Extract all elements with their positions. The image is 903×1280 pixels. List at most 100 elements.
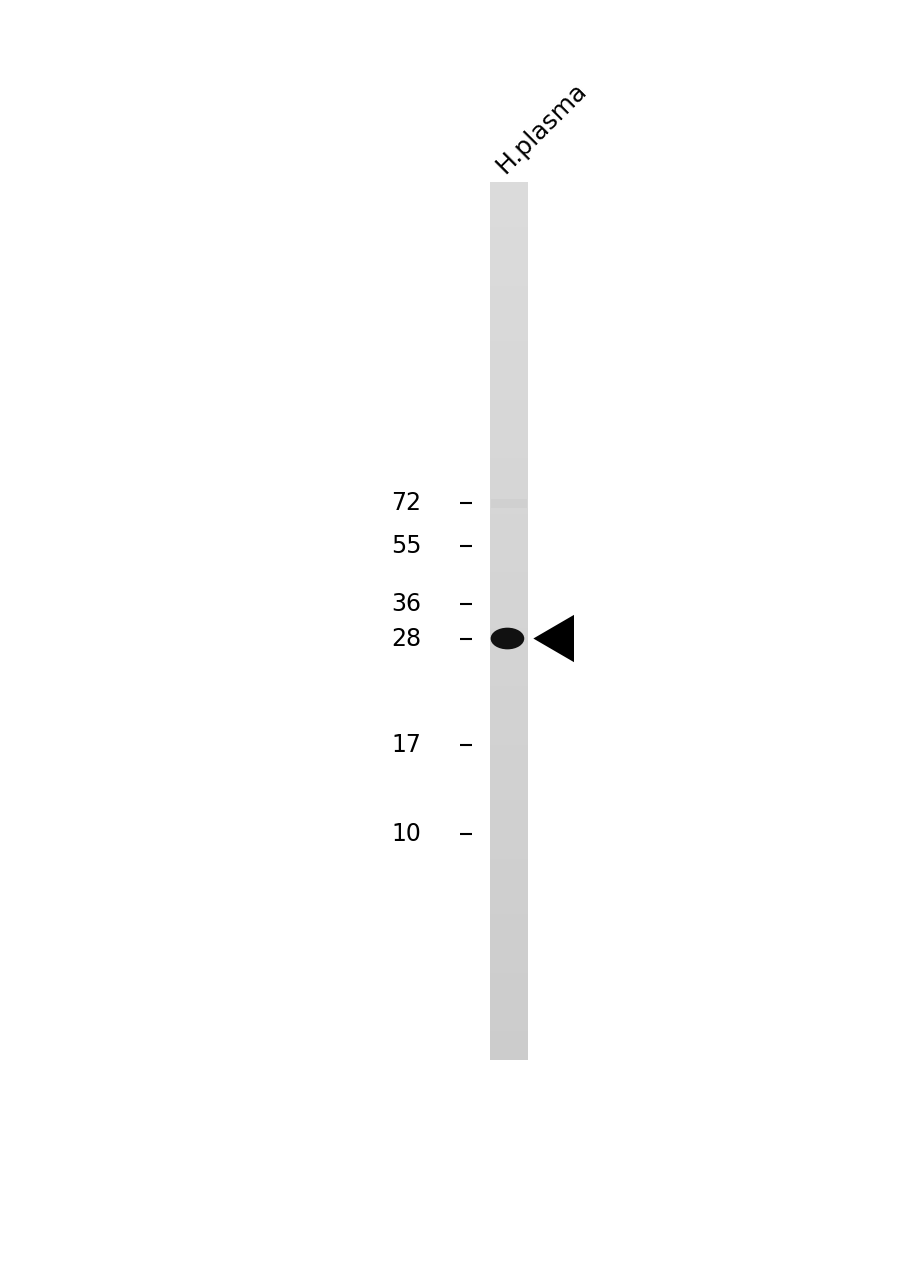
Bar	[489, 913, 527, 916]
Bar	[489, 755, 527, 759]
Bar	[489, 211, 527, 215]
Text: 72: 72	[391, 492, 421, 516]
Bar	[489, 571, 527, 575]
Bar	[489, 983, 527, 987]
Bar	[489, 987, 527, 991]
Bar	[489, 694, 527, 698]
Bar	[489, 411, 527, 415]
Bar	[489, 454, 527, 458]
Bar	[489, 972, 527, 975]
Bar	[489, 966, 527, 970]
Polygon shape	[533, 614, 573, 662]
Bar	[489, 609, 527, 613]
Bar	[489, 282, 527, 285]
Bar	[489, 881, 527, 884]
Bar	[489, 352, 527, 356]
Bar	[489, 252, 527, 256]
Bar	[489, 323, 527, 326]
Bar	[489, 218, 527, 221]
Bar	[489, 819, 527, 823]
Bar	[489, 372, 527, 376]
Bar	[489, 872, 527, 876]
Bar	[489, 1044, 527, 1048]
Bar	[489, 901, 527, 905]
Bar	[489, 925, 527, 929]
Bar	[489, 500, 527, 504]
Bar	[489, 946, 527, 950]
Bar	[489, 366, 527, 370]
Bar	[489, 530, 527, 534]
Bar	[489, 261, 527, 265]
Bar	[489, 498, 527, 502]
Bar	[489, 413, 527, 417]
Bar	[489, 598, 527, 602]
Bar	[489, 810, 527, 815]
Bar	[489, 776, 527, 780]
Bar	[489, 404, 527, 408]
Bar	[489, 475, 527, 479]
Bar	[489, 799, 527, 803]
Bar	[489, 741, 527, 745]
Bar	[489, 273, 527, 276]
Bar	[489, 471, 527, 476]
Bar	[489, 603, 527, 607]
Bar	[489, 673, 527, 677]
Bar	[489, 980, 527, 984]
Bar	[489, 559, 527, 563]
Bar	[489, 1047, 527, 1052]
Bar	[489, 612, 527, 616]
Bar	[489, 659, 527, 663]
Bar	[490, 498, 526, 508]
Bar	[489, 864, 527, 868]
Bar	[489, 808, 527, 812]
Bar	[489, 855, 527, 859]
Bar	[489, 443, 527, 447]
Bar	[489, 586, 527, 590]
Bar	[489, 430, 527, 435]
Bar	[489, 197, 527, 201]
Bar	[489, 329, 527, 333]
Bar	[489, 407, 527, 411]
Bar	[489, 293, 527, 297]
Bar	[489, 1007, 527, 1011]
Bar	[489, 705, 527, 709]
Bar	[489, 268, 527, 271]
Bar	[489, 349, 527, 353]
Bar	[489, 241, 527, 244]
Bar	[489, 851, 527, 855]
Bar	[489, 700, 527, 704]
Bar	[489, 573, 527, 577]
Bar	[489, 648, 527, 652]
Bar	[489, 794, 527, 797]
Bar	[489, 247, 527, 251]
Bar	[489, 931, 527, 934]
Bar	[489, 1042, 527, 1046]
Bar	[489, 279, 527, 283]
Bar	[489, 402, 527, 406]
Bar	[489, 200, 527, 204]
Bar	[489, 905, 527, 909]
Bar	[489, 477, 527, 481]
Bar	[489, 951, 527, 955]
Bar	[489, 288, 527, 292]
Bar	[489, 562, 527, 566]
Bar	[489, 878, 527, 882]
Bar	[489, 785, 527, 788]
Bar	[489, 957, 527, 961]
Bar	[489, 600, 527, 604]
Bar	[489, 641, 527, 645]
Bar	[489, 492, 527, 497]
Bar	[489, 416, 527, 420]
Bar	[489, 202, 527, 206]
Bar	[489, 214, 527, 219]
Bar	[489, 346, 527, 349]
Bar	[489, 607, 527, 611]
Bar	[489, 381, 527, 385]
Bar	[489, 922, 527, 925]
Bar	[489, 577, 527, 581]
Bar	[489, 680, 527, 684]
Bar	[489, 618, 527, 622]
Bar	[489, 627, 527, 631]
Bar	[489, 334, 527, 338]
Bar	[489, 937, 527, 941]
